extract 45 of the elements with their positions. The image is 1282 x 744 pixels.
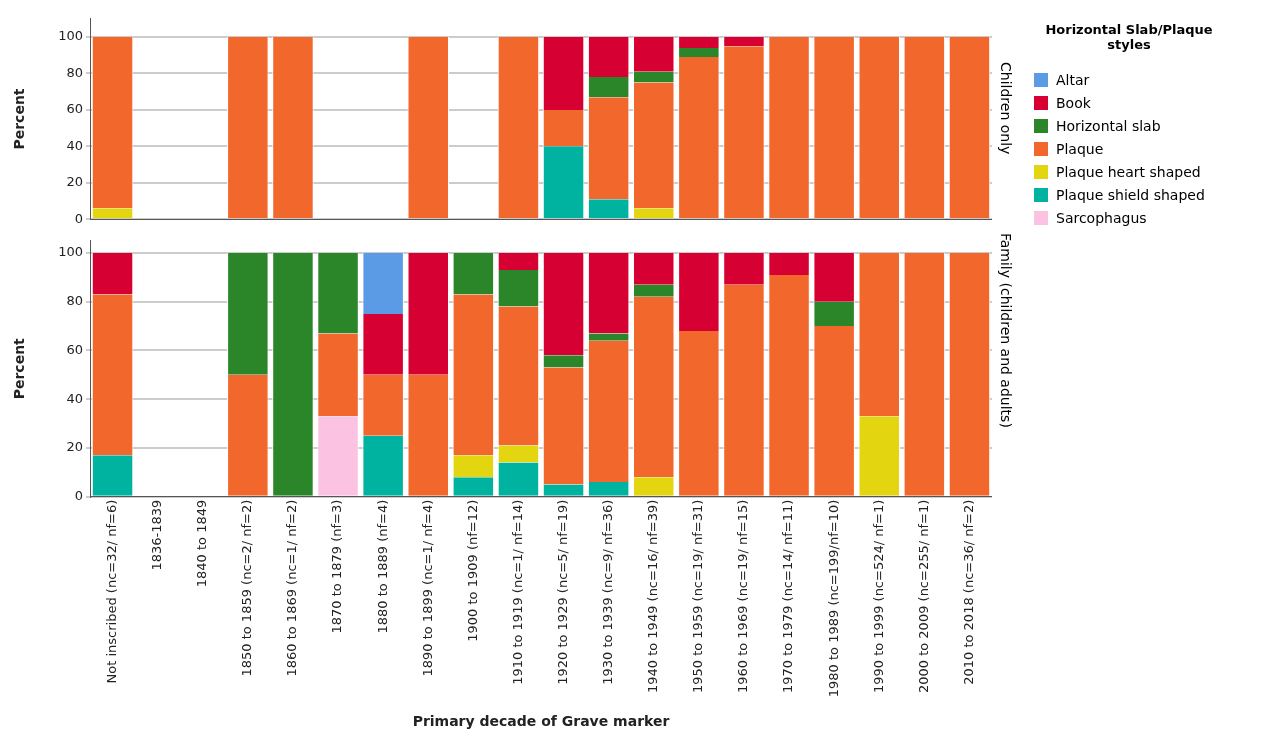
y-tick-label: 20 xyxy=(66,174,83,190)
y-tick-label: 80 xyxy=(66,293,83,309)
x-tick-label: 1920 to 1929 (nc=5/ nf=19) xyxy=(554,499,570,685)
legend-label: Altar xyxy=(1056,71,1090,88)
y-axis-title: Percent xyxy=(11,88,28,150)
x-tick-label: 1910 to 1919 (nc=1/ nf=14) xyxy=(509,499,525,685)
x-tick-label: Not inscribed (nc=32/ nf=6) xyxy=(103,499,119,684)
y-axis-title: Percent xyxy=(11,337,28,400)
x-tick-label: 1880 to 1889 (nf=4) xyxy=(374,499,390,634)
legend-label: Plaque shield shaped xyxy=(1056,186,1205,203)
x-tick-label: 1930 to 1939 (nc=9/ nf=36) xyxy=(600,499,616,685)
y-tick-label: 20 xyxy=(66,439,83,455)
x-tick-label: 1950 to 1959 (nc=19/ nf=31) xyxy=(690,499,706,694)
text: Children only xyxy=(998,61,1014,155)
legend-label: Plaque heart shaped xyxy=(1056,163,1201,180)
y-tick-label: 100 xyxy=(58,28,83,44)
x-tick-label: 1990 to 1999 (nc=524/ nf=1) xyxy=(870,499,886,694)
legend-label: Horizontal slab xyxy=(1056,117,1161,134)
y-tick-label: 40 xyxy=(66,390,83,406)
legend-label: Book xyxy=(1056,94,1091,111)
y-tick-label: 100 xyxy=(58,244,83,260)
x-tick-label: 2000 to 2009 (nc=255/ nf=1) xyxy=(915,499,931,694)
x-tick-label: 1850 to 1859 (nc=2/ nf=2) xyxy=(239,499,255,677)
x-tick-label: 1836-1839 xyxy=(149,499,165,571)
legend-title: Horizontal Slab/Plaque styles xyxy=(1044,22,1214,52)
x-tick-label: 2010 to 2018 (nc=36/ nf=2) xyxy=(960,499,976,685)
y-tick-label: 80 xyxy=(66,64,83,80)
x-tick-label: 1960 to 1969 (nc=19/ nf=15) xyxy=(735,499,751,694)
y-tick-label: 60 xyxy=(66,101,83,117)
x-tick-label: 1870 to 1879 (nf=3) xyxy=(329,499,345,634)
x-tick-label: 1980 to 1989 (nc=199/nf=10) xyxy=(825,499,841,698)
y-tick-label: 0 xyxy=(74,210,83,226)
y-tick-label: 60 xyxy=(66,341,83,357)
x-tick-label: 1860 to 1869 (nc=1/ nf=2) xyxy=(284,499,300,677)
x-tick-label: 1900 to 1909 (nf=12) xyxy=(464,499,480,642)
x-tick-label: 1940 to 1949 (nc=16/ nf=39) xyxy=(645,499,661,694)
legend-label: Plaque xyxy=(1056,140,1104,157)
legend-label: Sarcophagus xyxy=(1056,209,1147,226)
y-tick-label: 0 xyxy=(74,488,83,504)
y-tick-label: 40 xyxy=(66,137,83,153)
x-tick-label: 1970 to 1979 (nc=14/ nf=11) xyxy=(780,499,796,694)
x-tick-label: 1890 to 1899 (nc=1/ nf=4) xyxy=(419,499,435,677)
text: Family (children and adults) xyxy=(998,232,1014,428)
x-axis-title: Primary decade of Grave marker xyxy=(412,713,670,730)
x-tick-label: 1840 to 1849 xyxy=(194,499,210,588)
